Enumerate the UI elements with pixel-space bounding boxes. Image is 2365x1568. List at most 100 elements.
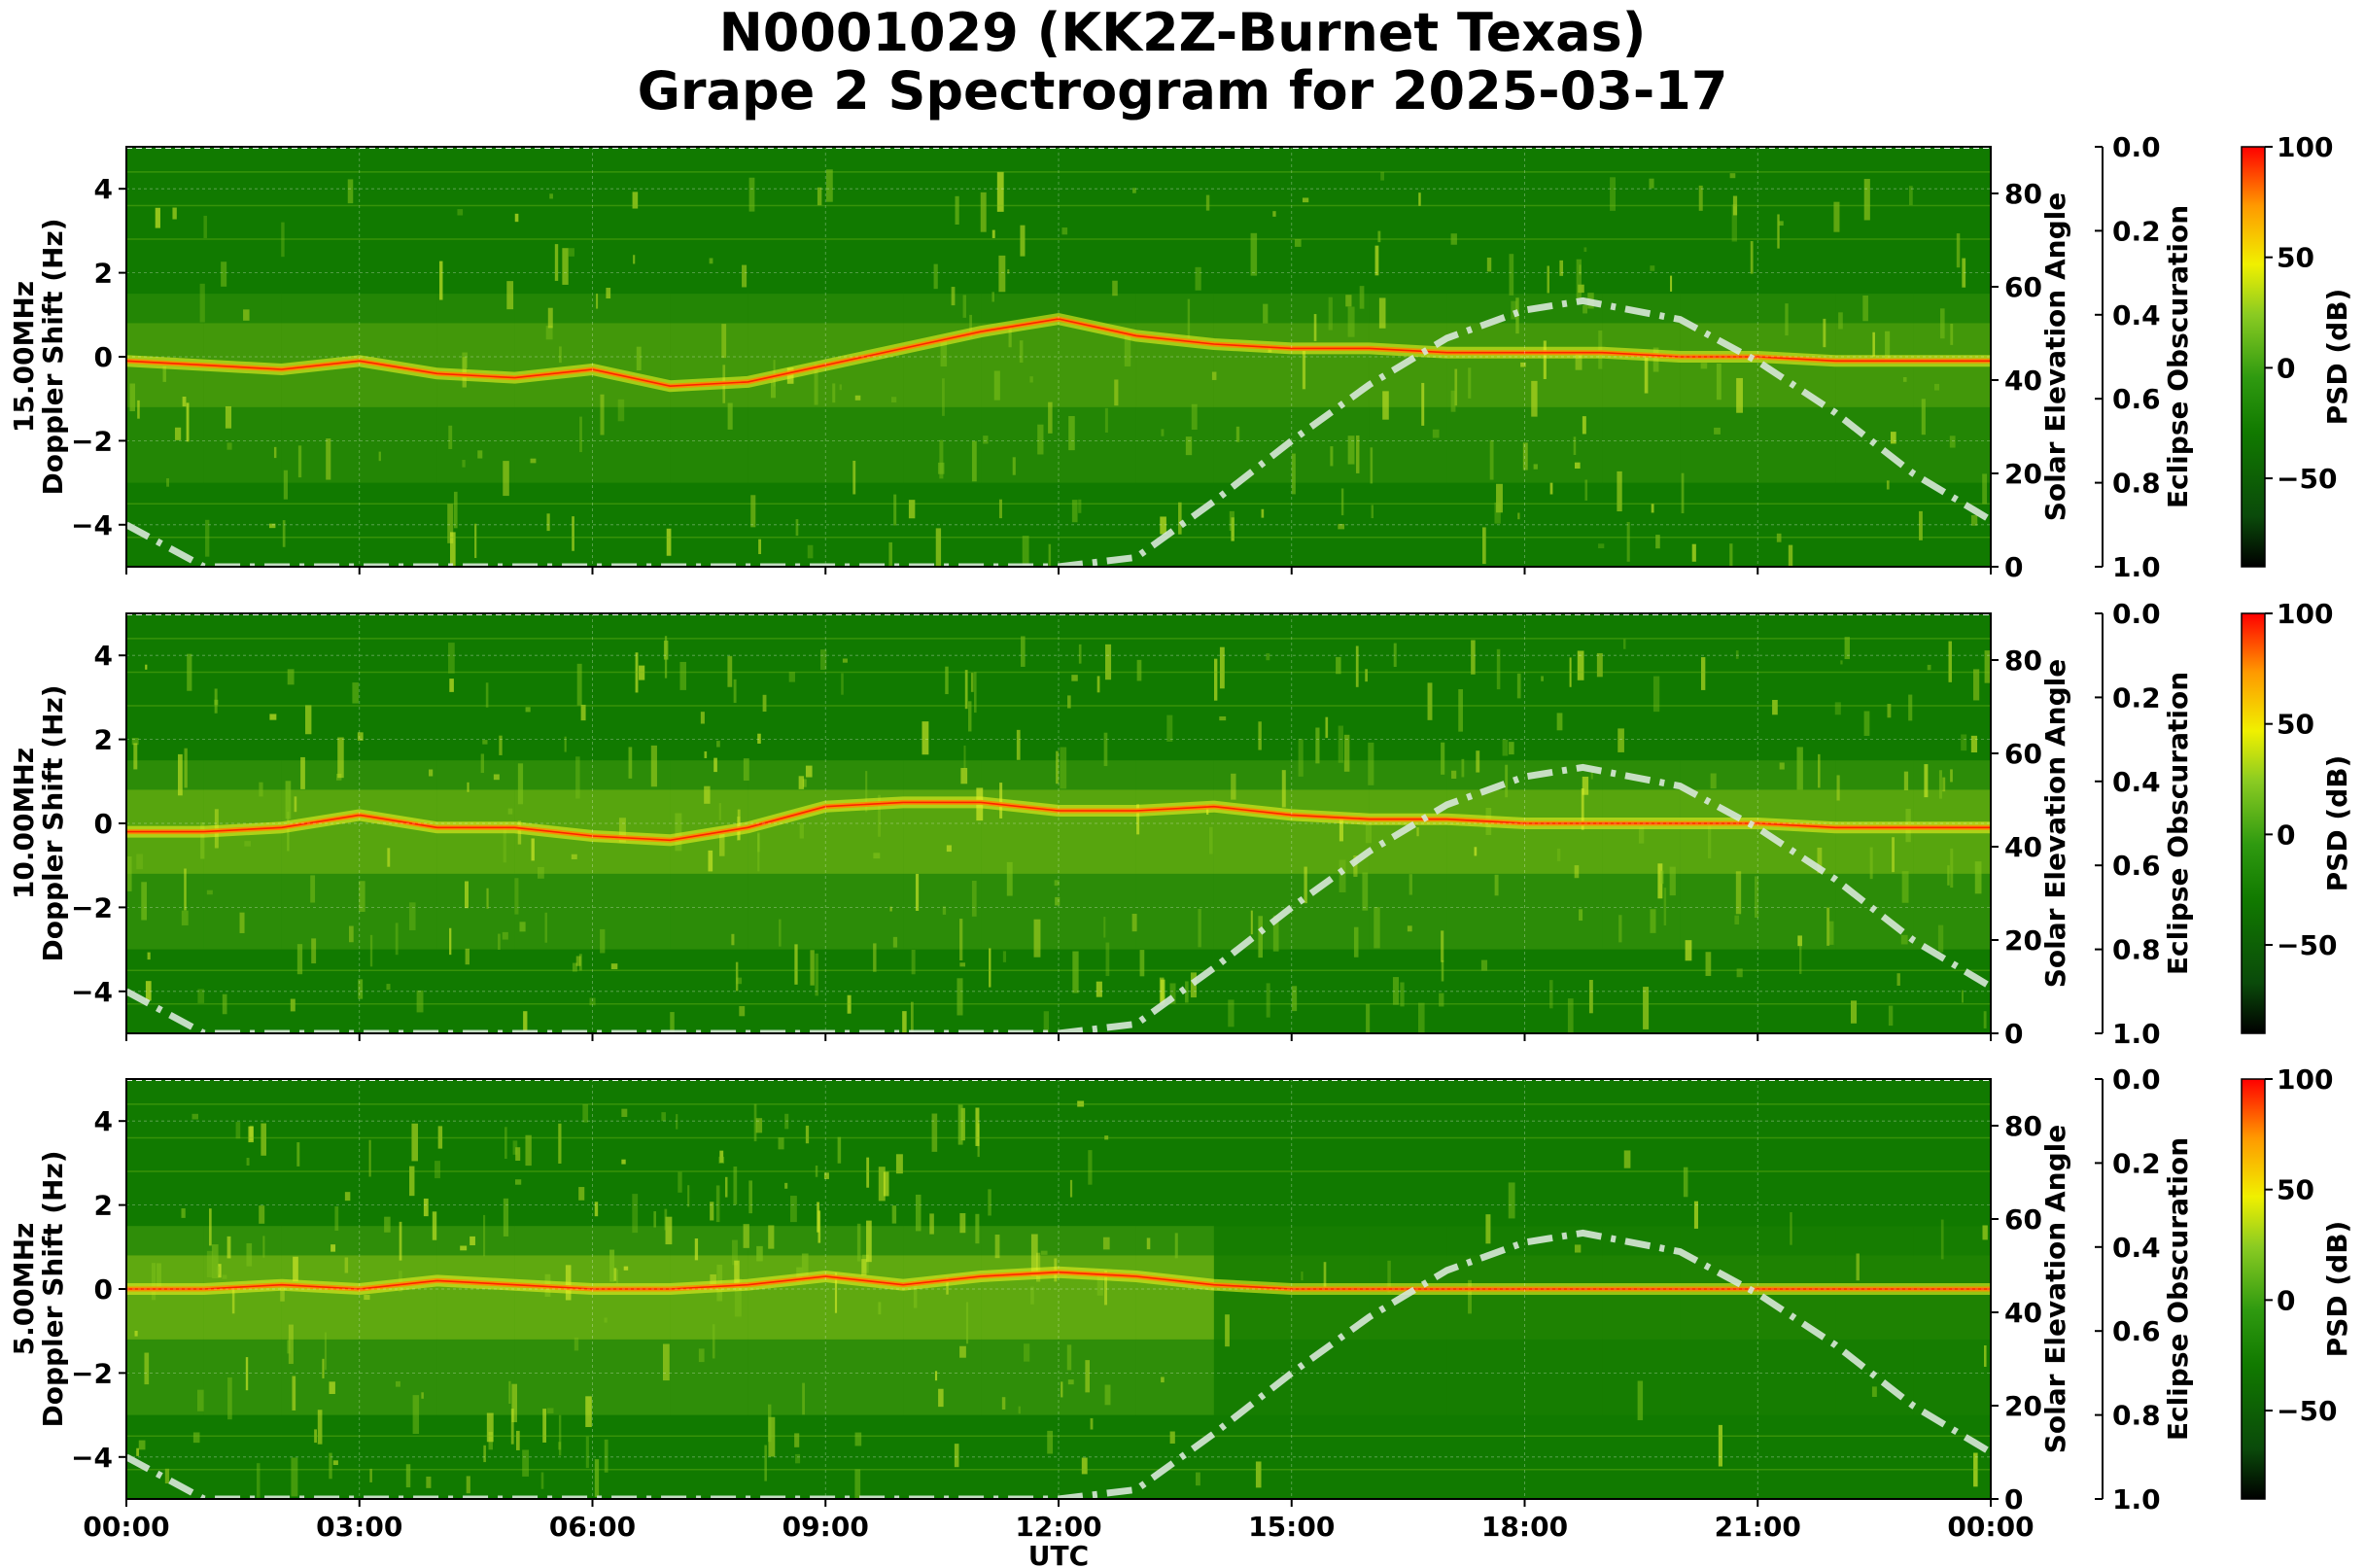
noise-streak [515, 1147, 521, 1162]
noise-streak [1132, 188, 1136, 193]
noise-streak [1797, 935, 1802, 947]
noise-streak [1921, 399, 1926, 436]
noise-streak [1596, 652, 1603, 678]
noise-haze [359, 294, 437, 483]
noise-streak [1779, 762, 1785, 770]
noise-streak [922, 721, 929, 755]
noise-streak [935, 528, 942, 567]
noise-streak [330, 1244, 336, 1252]
noise-streak [1588, 980, 1593, 1014]
noise-streak [795, 519, 799, 537]
noise-streak [1598, 543, 1605, 549]
noise-streak [1214, 658, 1218, 701]
noise-streak [357, 732, 364, 741]
noise-haze [1835, 1226, 1914, 1415]
noise-streak [1496, 648, 1501, 690]
noise-streak [1788, 544, 1793, 567]
noise-streak [727, 402, 733, 430]
noise-streak [1392, 977, 1400, 1005]
noise-streak [1610, 177, 1616, 211]
noise-streak [408, 902, 416, 930]
noise-streak [1291, 986, 1298, 1012]
noise-streak [575, 956, 581, 966]
noise-streak [639, 665, 645, 680]
x-tick-label: 18:00 [1481, 1511, 1568, 1543]
elev-tick-label: 20 [2004, 924, 2042, 957]
noise-streak [191, 1113, 199, 1120]
noise-streak [1061, 1381, 1063, 1398]
noise-streak [1345, 295, 1352, 307]
noise-haze [1135, 294, 1214, 483]
noise-streak [632, 192, 639, 209]
noise-streak [1823, 318, 1826, 348]
noise-streak [1008, 324, 1012, 348]
noise-streak [1131, 913, 1137, 932]
noise-streak [664, 1208, 668, 1231]
noise-streak [1583, 247, 1587, 253]
noise-streak [519, 922, 526, 932]
noise-streak [206, 1250, 213, 1278]
noise-streak [662, 1343, 670, 1381]
noise-streak [186, 402, 190, 442]
noise-streak [585, 1436, 589, 1469]
noise-streak [1102, 1237, 1110, 1250]
noise-streak [1418, 192, 1421, 206]
noise-streak [1468, 1279, 1472, 1314]
noise-streak [368, 1139, 371, 1177]
noise-streak [546, 1408, 554, 1413]
elev-axis-label: Solar Elevation Angle [2039, 1125, 2071, 1453]
noise-streak [1840, 660, 1843, 665]
eclipse-axis-label: Eclipse Obscuration [2162, 1137, 2194, 1441]
noise-streak [1729, 543, 1733, 567]
noise-streak [1638, 826, 1645, 844]
noise-streak [1272, 211, 1276, 217]
noise-streak [162, 366, 166, 382]
noise-streak [758, 539, 762, 554]
elev-tick-label: 60 [2004, 1203, 2042, 1236]
noise-streak [708, 850, 713, 872]
noise-streak [771, 381, 776, 399]
noise-streak [1509, 742, 1514, 755]
noise-haze [436, 760, 515, 950]
noise-haze [825, 760, 904, 950]
noise-streak [1012, 457, 1016, 475]
noise-streak [1458, 688, 1463, 732]
noise-streak [243, 309, 250, 321]
noise-streak [269, 523, 276, 529]
noise-streak [514, 213, 519, 223]
noise-streak [131, 738, 139, 746]
noise-streak [878, 1302, 882, 1315]
noise-streak [256, 1463, 261, 1498]
noise-streak [467, 782, 470, 792]
noise-streak [1160, 516, 1166, 535]
noise-streak [1219, 715, 1227, 721]
noise-streak [817, 1202, 819, 1233]
noise-streak [1343, 734, 1350, 772]
noise-streak [664, 636, 668, 679]
noise-streak [996, 171, 1004, 212]
noise-streak [514, 878, 519, 915]
y-tick-label: −2 [71, 1357, 113, 1389]
noise-streak [1161, 1376, 1165, 1383]
noise-haze [1369, 760, 1447, 950]
noise-streak [1047, 1430, 1054, 1454]
noise-streak [245, 1357, 249, 1391]
eclipse-axis-label: Eclipse Obscuration [2162, 672, 2194, 975]
psd-tick-label: 50 [2277, 242, 2314, 274]
noise-streak [1030, 1286, 1034, 1305]
noise-streak [1161, 429, 1165, 436]
noise-streak [955, 195, 959, 226]
noise-streak [273, 446, 277, 459]
noise-streak [1559, 260, 1564, 276]
noise-streak [1302, 351, 1306, 390]
noise-streak [1772, 700, 1778, 715]
noise-streak [1263, 303, 1269, 324]
noise-streak [1054, 880, 1060, 887]
noise-streak [883, 1171, 889, 1197]
noise-streak [259, 1205, 265, 1224]
noise-haze [359, 760, 437, 950]
spectrogram-image [126, 1079, 1991, 1499]
noise-streak [1421, 382, 1425, 426]
noise-streak [1903, 771, 1909, 790]
